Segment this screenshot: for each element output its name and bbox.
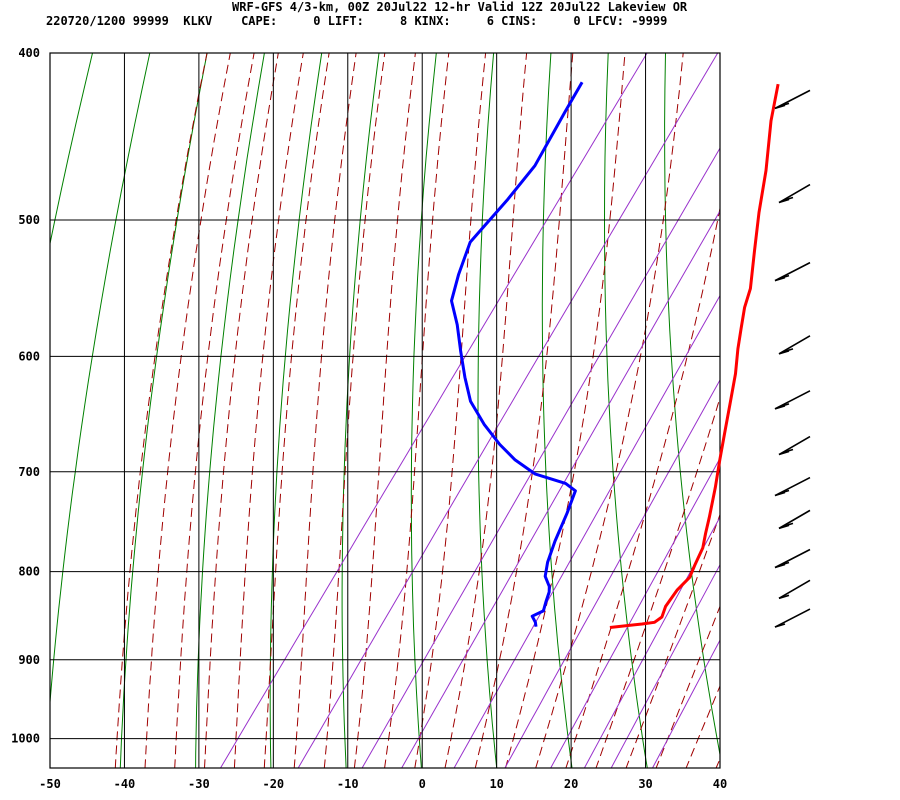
- dewpoint-profile: [450, 81, 584, 627]
- mixing-ratio-line: [583, 516, 720, 768]
- mixing-ratio-line: [504, 378, 720, 768]
- x-tick-label: -40: [114, 777, 136, 791]
- dry-adiabat-line: [50, 53, 151, 709]
- pressure-tick-label: 700: [18, 465, 40, 479]
- moist-adiabat-line: [474, 53, 574, 768]
- plot-border: [49, 52, 721, 769]
- dry-adiabat-line: [723, 15, 801, 783]
- moist-adiabat-line: [174, 53, 255, 768]
- pressure-tick-label: 900: [18, 653, 40, 667]
- x-tick-label: -20: [262, 777, 284, 791]
- moist-adiabat-line: [625, 513, 720, 768]
- mixing-ratio-line: [651, 639, 720, 768]
- pressure-tick-label: 600: [18, 349, 40, 363]
- moist-adiabat-line: [353, 53, 416, 768]
- mixing-ratio-line: [550, 457, 720, 768]
- moist-adiabat-line: [203, 53, 279, 768]
- moist-adiabat-line: [685, 684, 720, 768]
- moist-adiabat-line: [293, 53, 357, 768]
- x-tick-label: 30: [638, 777, 652, 791]
- station-info-line: 220720/1200 99999 KLKV CAPE: 0 LIFT: 8 K…: [46, 14, 668, 28]
- moist-adiabat-line: [384, 53, 450, 768]
- pressure-tick-label: 1000: [11, 732, 40, 746]
- tick-labels: -50 -40 -30 -20 -10 0 10 20 30 40 400 500 600 700 800 9…: [11, 46, 727, 791]
- moist-adiabat-line: [715, 757, 720, 768]
- dry-adiabat-line: [603, 53, 648, 768]
- wind-barb: [778, 183, 811, 204]
- moist-adiabat-line: [414, 53, 487, 768]
- mixing-ratio-line: [401, 209, 720, 768]
- moist-adiabat-line: [444, 53, 528, 768]
- wind-barb: [774, 261, 811, 282]
- x-tick-label: 0: [419, 777, 426, 791]
- moist-adiabat-line: [565, 205, 720, 768]
- dry-adiabat-line: [269, 53, 323, 768]
- dry-adiabat-line: [892, 15, 900, 783]
- pressure-tick-label: 500: [18, 213, 40, 227]
- dry-adiabat-line: [541, 53, 573, 768]
- wind-barb: [774, 608, 811, 628]
- mixing-ratio-line: [453, 294, 720, 768]
- wind-barbs: [774, 89, 811, 628]
- temperature-profile: [609, 83, 780, 629]
- mixing-ratio-line: [610, 563, 720, 768]
- wind-barb: [778, 335, 811, 355]
- dry-adiabat-line: [477, 53, 498, 768]
- x-tick-label: 10: [489, 777, 503, 791]
- moist-adiabat-line: [595, 396, 720, 768]
- dry-adiabat-line: [0, 15, 45, 783]
- dry-adiabat-line: [119, 53, 208, 768]
- grid-lines: [49, 52, 721, 768]
- plot-frame: [49, 52, 721, 769]
- moist-adiabat-line: [535, 53, 684, 768]
- pressure-tick-label: 400: [18, 46, 40, 60]
- moist-adiabat-line: [233, 53, 304, 768]
- moist-adiabat-line: [504, 53, 626, 768]
- profile-lines: [450, 81, 780, 629]
- moist-adiabat-line: [655, 605, 720, 768]
- moist-adiabats: [114, 53, 720, 768]
- mixing-ratio-line: [297, 53, 719, 768]
- wind-barb: [774, 548, 811, 569]
- dry-adiabat-line: [50, 53, 94, 246]
- wind-barb: [778, 579, 811, 600]
- dry-adiabat-line: [836, 15, 900, 783]
- chart-title: WRF-GFS 4/3-km, 00Z 20Jul22 12-hr Valid …: [232, 0, 688, 14]
- wind-barb: [774, 476, 811, 497]
- mixing-ratio-lines: [219, 53, 720, 768]
- x-tick-label: 40: [713, 777, 727, 791]
- x-tick-label: -50: [39, 777, 61, 791]
- dry-adiabat-line: [410, 53, 437, 768]
- x-tick-label: -30: [188, 777, 210, 791]
- moist-adiabat-line: [323, 53, 386, 768]
- wind-barb: [778, 509, 811, 530]
- moist-adiabat-line: [263, 53, 330, 768]
- dry-adiabat-line: [341, 53, 380, 768]
- wind-barb: [774, 390, 811, 410]
- wind-barb: [774, 89, 811, 110]
- pressure-tick-label: 800: [18, 565, 40, 579]
- dry-adiabat-line: [664, 53, 720, 758]
- wind-barb: [778, 435, 811, 456]
- mixing-ratio-line: [361, 147, 720, 768]
- dry-adiabats: [0, 15, 900, 783]
- mixing-ratio-line: [219, 53, 648, 768]
- x-tick-label: 20: [564, 777, 578, 791]
- dry-adiabat-line: [195, 53, 265, 768]
- moist-adiabat-line: [144, 53, 231, 768]
- x-tick-label: -10: [337, 777, 359, 791]
- moist-adiabat-line: [114, 53, 208, 768]
